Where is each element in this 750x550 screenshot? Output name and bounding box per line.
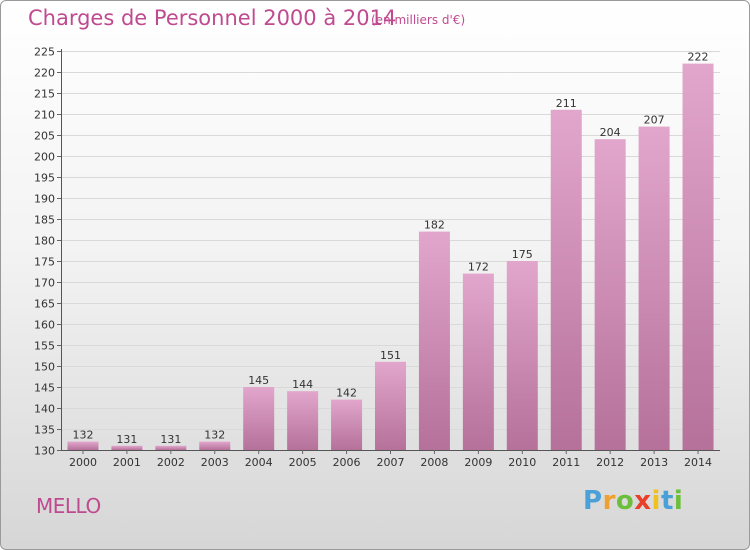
x-tick-label: 2009 xyxy=(464,456,492,469)
chart-title: Charges de Personnel 2000 à 2014 xyxy=(28,6,397,30)
commune-name: MELLO xyxy=(36,494,101,518)
bar-2011 xyxy=(550,109,582,451)
y-tick-label: 145 xyxy=(34,382,55,395)
bar-value-label: 131 xyxy=(116,433,137,446)
bar-2008 xyxy=(418,231,450,450)
y-tick-label: 155 xyxy=(34,340,55,353)
bars xyxy=(67,63,714,451)
x-tick-label: 2004 xyxy=(245,456,273,469)
bar-value-label: 131 xyxy=(160,433,181,446)
bar-value-label: 207 xyxy=(644,114,665,127)
bar-value-label: 211 xyxy=(556,97,577,110)
bar-value-label: 182 xyxy=(424,219,445,232)
y-tick-label: 195 xyxy=(34,172,55,185)
bar-2014 xyxy=(682,63,714,450)
bar-2010 xyxy=(506,261,538,450)
x-tick-label: 2007 xyxy=(377,456,405,469)
x-tick-label: 2006 xyxy=(333,456,361,469)
y-tick-label: 180 xyxy=(34,235,55,248)
logo-letter: i xyxy=(651,486,661,516)
logo-letter: i xyxy=(673,486,684,516)
bar-2009 xyxy=(462,273,494,450)
x-tick-label: 2010 xyxy=(508,456,536,469)
bar-2007 xyxy=(375,361,406,450)
bar-value-label: 132 xyxy=(204,429,225,442)
bar-2002 xyxy=(155,445,187,450)
y-tick-label: 220 xyxy=(34,67,55,80)
x-tick-label: 2013 xyxy=(640,456,668,469)
y-tick-label: 140 xyxy=(34,403,55,416)
bar-2000 xyxy=(67,441,99,450)
bar-2013 xyxy=(638,126,670,450)
logo-letter: r xyxy=(602,486,616,516)
bar-value-label: 204 xyxy=(600,126,621,139)
y-tick-label: 210 xyxy=(34,109,55,122)
y-tick-label: 215 xyxy=(34,88,55,101)
logo-letter: t xyxy=(660,486,674,516)
bar-value-label: 172 xyxy=(468,261,489,274)
y-tick-label: 130 xyxy=(34,445,55,458)
bar-2006 xyxy=(331,399,363,450)
x-tick-label: 2003 xyxy=(201,456,229,469)
bar-2004 xyxy=(243,387,275,450)
bar-value-label: 132 xyxy=(72,429,93,442)
y-tick-label: 165 xyxy=(34,298,55,311)
x-tick-labels: 2000 2001 2002 2003 2004 2005 2006 2007 2008 2009… xyxy=(69,450,712,469)
y-tick-label: 225 xyxy=(34,46,55,59)
bar-2001 xyxy=(111,445,143,450)
logo-letter: P xyxy=(583,486,603,516)
bar-2003 xyxy=(199,441,231,450)
proxiti-logo: Proxiti xyxy=(583,486,683,516)
x-tick-label: 2011 xyxy=(552,456,580,469)
bar-value-label: 175 xyxy=(512,248,533,261)
x-tick-label: 2012 xyxy=(596,456,624,469)
x-tick-label: 2002 xyxy=(157,456,185,469)
y-tick-label: 185 xyxy=(34,214,55,227)
x-tick-label: 2014 xyxy=(684,456,712,469)
x-tick-label: 2001 xyxy=(113,456,141,469)
y-tick-label: 205 xyxy=(34,130,55,143)
y-tick-label: 170 xyxy=(34,277,55,290)
logo-letter: o xyxy=(615,486,635,516)
bar-value-label: 151 xyxy=(380,349,401,362)
y-tick-label: 160 xyxy=(34,319,55,332)
y-tick-label: 135 xyxy=(34,424,55,437)
bar-value-label: 222 xyxy=(688,51,709,64)
bar-value-labels: 132 131 131 132 145 144 142 151 182 172 175 211 204 2… xyxy=(72,51,708,446)
y-tick-label: 190 xyxy=(34,193,55,206)
logo-letter: x xyxy=(634,486,652,516)
bar-value-label: 145 xyxy=(248,374,269,387)
bar-value-label: 142 xyxy=(336,387,357,400)
y-tick-label: 175 xyxy=(34,256,55,269)
x-tick-label: 2000 xyxy=(69,456,97,469)
chart-subtitle: (en milliers d'€) xyxy=(371,13,466,27)
bar-2012 xyxy=(594,139,626,450)
bar-2005 xyxy=(287,391,319,450)
x-tick-label: 2008 xyxy=(420,456,448,469)
y-tick-labels: 130 135 140 145 150 155 160 165 170 175 180 185 190 1… xyxy=(34,46,55,458)
x-tick-label: 2005 xyxy=(289,456,317,469)
bar-value-label: 144 xyxy=(292,378,313,391)
y-tick-label: 150 xyxy=(34,361,55,374)
y-tick-label: 200 xyxy=(34,151,55,164)
